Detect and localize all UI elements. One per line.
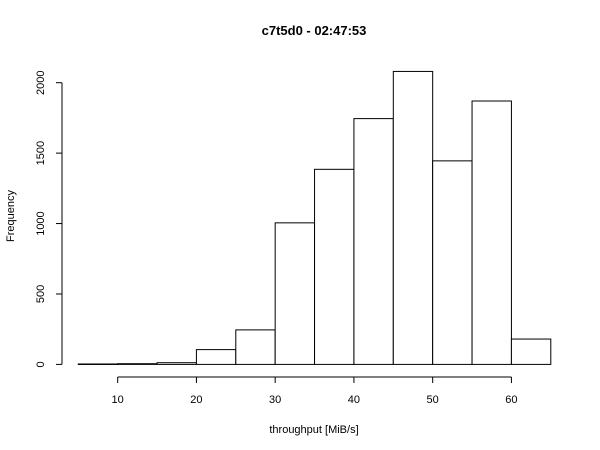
x-axis: 10 20 30 40 50 60 <box>112 376 518 406</box>
histogram-bar-10 <box>432 160 473 365</box>
histogram-bar-3 <box>156 362 197 365</box>
y-tick-label: 1000 <box>35 211 47 235</box>
x-tick-label: 40 <box>348 394 360 406</box>
y-tick-label: 1500 <box>35 141 47 165</box>
x-tick-label: 20 <box>190 394 202 406</box>
histogram-bar-11 <box>471 100 512 365</box>
histogram-bar-5 <box>235 329 276 365</box>
histogram-bar-1 <box>77 363 119 365</box>
x-tick-label: 60 <box>505 394 517 406</box>
y-axis-label: Frequency <box>5 190 17 242</box>
histogram-bar-6 <box>274 222 316 365</box>
histogram-bar-12 <box>510 338 552 365</box>
histogram-bar-4 <box>195 349 237 365</box>
y-tick-label: 2000 <box>35 70 47 94</box>
histogram-bar-8 <box>353 118 394 365</box>
chart-title: c7t5d0 - 02:47:53 <box>262 23 367 38</box>
histogram-bars <box>77 70 552 365</box>
x-tick-label: 10 <box>112 394 124 406</box>
y-axis: 0 500 1000 1500 2000 <box>35 70 63 367</box>
y-tick-label: 500 <box>35 285 47 303</box>
x-tick-label: 50 <box>427 394 439 406</box>
y-tick-label: 0 <box>35 361 47 367</box>
histogram-bar-9 <box>392 70 434 365</box>
x-axis-label: throughput [MiB/s] <box>269 424 358 436</box>
histogram-bar-2 <box>117 363 158 365</box>
histogram-bar-7 <box>314 168 355 365</box>
x-tick-label: 30 <box>269 394 281 406</box>
